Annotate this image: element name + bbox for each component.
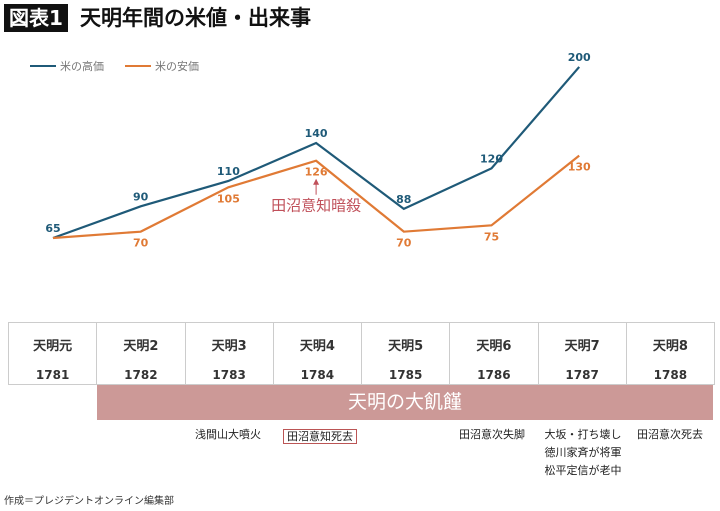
event-line: 松平定信が老中 xyxy=(544,464,622,477)
annotation-label: 田沼意知暗殺 xyxy=(271,197,361,215)
data-label: 105 xyxy=(217,192,240,205)
era-label: 天明3 xyxy=(211,339,247,354)
series-line xyxy=(52,154,580,240)
year-label: 1785 xyxy=(388,368,423,382)
era-column: 天明5 1785 xyxy=(362,323,451,384)
page-title: 天明年間の米値・出来事 xyxy=(80,6,311,30)
era-table: 天明元 1781 天明2 1782 天明3 1783 天明4 1784 天明5 1785 天明6 17… xyxy=(8,322,715,385)
data-label: 70 xyxy=(396,237,412,250)
figure-badge: 図表1 xyxy=(4,4,68,32)
era-label: 天明5 xyxy=(388,339,424,354)
era-column: 天明2 1782 xyxy=(97,323,186,384)
year-label: 1782 xyxy=(124,368,158,382)
data-label: 75 xyxy=(484,230,499,243)
era-label: 天明6 xyxy=(476,339,512,354)
data-label: 90 xyxy=(133,190,149,203)
data-label: 120 xyxy=(480,152,503,165)
data-label: 70 xyxy=(133,237,149,250)
year-label: 1784 xyxy=(300,368,335,382)
year-label: 1783 xyxy=(212,368,246,382)
year-label: 1781 xyxy=(35,368,70,382)
era-column: 天明3 1783 xyxy=(186,323,274,384)
event-1788: 田沼意次死去 xyxy=(637,428,703,441)
event-1787: 大坂・打ち壊し 徳川家斉が将軍 松平定信が老中 xyxy=(538,426,628,480)
data-label: 140 xyxy=(305,127,328,140)
era-label: 天明7 xyxy=(564,339,600,354)
event-1786: 田沼意次失脚 xyxy=(459,428,525,441)
year-label: 1787 xyxy=(565,368,599,382)
era-column: 天明4 1784 xyxy=(274,323,362,384)
year-label: 1788 xyxy=(653,368,688,382)
data-label: 126 xyxy=(305,166,328,179)
data-label: 110 xyxy=(217,165,240,178)
data-label: 200 xyxy=(568,51,591,64)
year-label: 1786 xyxy=(477,368,511,382)
data-label: 88 xyxy=(396,193,411,206)
era-label: 天明8 xyxy=(652,339,688,354)
event-1784: 田沼意知死去 xyxy=(283,429,357,444)
event-line: 大坂・打ち壊し xyxy=(544,428,622,441)
era-label: 天明2 xyxy=(123,339,159,354)
era-label: 天明元 xyxy=(33,339,73,354)
era-column: 天明元 1781 xyxy=(9,323,98,384)
line-chart: 米の高価 米の安価 65 90 110 140 88 120 200 70 105 126 70 75 13… xyxy=(30,51,591,250)
data-label: 130 xyxy=(568,161,591,174)
legend-label: 米の安価 xyxy=(155,59,199,73)
famine-bar: 天明の大飢饉 xyxy=(97,385,713,420)
era-label: 天明4 xyxy=(299,339,335,354)
era-column: 天明7 1787 xyxy=(539,323,627,384)
event-line: 徳川家斉が将軍 xyxy=(544,446,622,459)
annotation-arrowhead xyxy=(313,178,320,185)
era-column: 天明6 1786 xyxy=(450,323,539,384)
legend-label: 米の高価 xyxy=(60,59,104,73)
credit: 作成＝プレジデントオンライン編集部 xyxy=(4,496,174,507)
event-1783: 浅間山大噴火 xyxy=(195,428,261,441)
era-column: 天明8 1788 xyxy=(627,323,714,384)
data-label: 65 xyxy=(45,222,60,235)
series-line xyxy=(52,66,581,240)
